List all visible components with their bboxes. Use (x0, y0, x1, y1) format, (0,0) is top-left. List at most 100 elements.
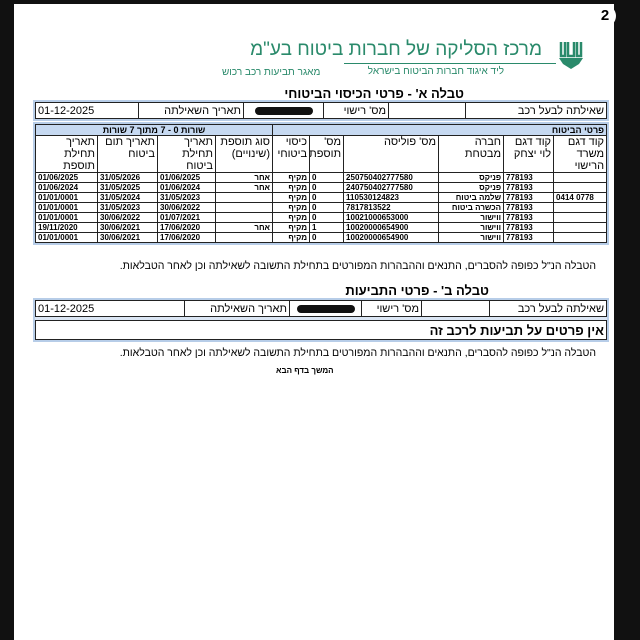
table-cell: 0 (309, 232, 345, 243)
table-row: 778193 ווישור 10020000654900 1 מקיף אחר 17/06/… (35, 222, 608, 233)
table-a-title: טבלה א' - פרטי הכיסוי הביטוחי (284, 86, 464, 101)
repository-name: מאגר תביעות רכב רכוש (222, 67, 321, 78)
column-header: תאריך תחילת ביטוח (157, 135, 216, 173)
table-cell (553, 232, 608, 243)
table-cell: 778193 (503, 172, 555, 183)
table-cell (553, 172, 608, 183)
table-cell: 778193 (503, 212, 555, 223)
table-cell: 1 (309, 222, 345, 233)
table-cell: 01/01/0001 (35, 202, 98, 213)
table-cell: אחר (215, 172, 273, 183)
table-cell: 01/06/2025 (157, 172, 216, 183)
table-cell: 31/05/2025 (97, 182, 158, 193)
table-cell: 30/06/2022 (157, 202, 216, 213)
redacted-license (296, 304, 355, 313)
table-cell: מקיף (271, 212, 311, 223)
table-cell (553, 212, 608, 223)
table-row: 778193 פניקס 240750402777580 0 מקיף אחר 01/06/… (35, 182, 608, 193)
table-cell: 01/01/0001 (35, 212, 98, 223)
table-b-note: הטבלה הנ"ל כפופה להסברים, התנאים וההבהרו… (119, 347, 596, 359)
query-date-label: תאריך השאילתה (138, 102, 244, 119)
table-cell: מקיף (271, 202, 311, 213)
table-cell: 778193 (503, 202, 555, 213)
table-row: 778193 פניקס 250750402777580 0 מקיף אחר 01/06/… (35, 172, 608, 183)
table-cell: מקיף (271, 232, 311, 243)
table-a-note: הטבלה הנ"ל כפופה להסברים, התנאים וההבהרו… (119, 260, 596, 272)
empty-cell (388, 102, 466, 119)
table-cell: שלמה ביטוח (438, 192, 505, 203)
table-cell: 31/05/2024 (97, 192, 158, 203)
table-cell: ווישור (438, 222, 505, 233)
table-cell: מקיף (271, 222, 311, 233)
table-row: 778193 ווישור 10020000654900 0 מקיף 17/06/202… (35, 232, 608, 243)
table-cell: 17/06/2020 (157, 232, 216, 243)
table-cell: 01/06/2025 (35, 172, 98, 183)
table-cell: ווישור (438, 232, 505, 243)
column-header: כיסוי ביטוחי (271, 135, 311, 173)
table-row: 0778 0414 778193 שלמה ביטוח 110530124823 0 מק… (35, 192, 608, 203)
query-label: שאילתה לבעל רכב (489, 300, 607, 317)
table-cell: 17/06/2020 (157, 222, 216, 233)
table-cell: 01/01/0001 (35, 232, 98, 243)
divider (344, 63, 556, 64)
table-cell: 31/05/2023 (157, 192, 216, 203)
page-number-badge: 2 (594, 5, 616, 27)
table-cell: 01/07/2021 (157, 212, 216, 223)
table-cell: 31/05/2026 (97, 172, 158, 183)
license-label: מס' רישוי (361, 300, 422, 317)
table-cell: ווישור (438, 212, 505, 223)
query-date: 01-12-2025 (35, 102, 139, 119)
continued-next-page: המשך בדף הבא (276, 366, 334, 375)
license-label: מס' רישוי (323, 102, 389, 119)
table-b-title: טבלה ב' - פרטי התביעות (345, 283, 489, 298)
insurance-details-table: פרטי הביטוח שורות 0 - 7 מתוך 7 שורות קוד… (33, 122, 609, 245)
table-cell: 30/06/2021 (97, 222, 158, 233)
column-header: חברה מבטחת (438, 135, 505, 173)
table-cell: 7817813522 (343, 202, 440, 213)
table-cell (215, 202, 273, 213)
empty-cell (421, 300, 490, 317)
table-cell: פניקס (438, 182, 505, 193)
org-subtitle: ליד איגוד חברות הביטוח בישראל (367, 66, 504, 77)
rows-info: שורות 0 - 7 מתוך 7 שורות (35, 124, 273, 136)
table-row: 778193 ווישור 10021000653000 0 מקיף 01/07/202… (35, 212, 608, 223)
table-cell: הכשרה ביטוח (438, 202, 505, 213)
redacted-license (254, 106, 313, 115)
table-cell: 01/01/0001 (35, 192, 98, 203)
table-row: 778193 הכשרה ביטוח 7817813522 0 מקיף 30/06/20… (35, 202, 608, 213)
column-header: קוד דגם לוי יצחק (503, 135, 555, 173)
document-page: מרכז הסליקה של חברות ביטוח בע"מ ליד איגו… (14, 4, 614, 640)
table-cell: מקיף (271, 192, 311, 203)
table-cell (215, 192, 273, 203)
table-cell: 0 (309, 202, 345, 213)
section-title: פרטי הביטוח (271, 124, 608, 136)
table-cell: 240750402777580 (343, 182, 440, 193)
table-cell: 0 (309, 172, 345, 183)
table-a-query-box: שאילתה לבעל רכב מס' רישוי תאריך השאילתה … (33, 100, 609, 121)
table-cell: 778193 (503, 232, 555, 243)
table-cell: 10020000654900 (343, 222, 440, 233)
table-cell (215, 232, 273, 243)
table-cell: 0 (309, 192, 345, 203)
table-cell: 778193 (503, 182, 555, 193)
query-date: 01-12-2025 (35, 300, 185, 317)
column-header: סוג תוספת (שינויים) (215, 135, 273, 173)
table-cell: 10020000654900 (343, 232, 440, 243)
table-cell: 19/11/2020 (35, 222, 98, 233)
table-cell: 778193 (503, 192, 555, 203)
table-cell (553, 202, 608, 213)
query-date-label: תאריך השאילתה (184, 300, 290, 317)
claims-table: שאילתה לבעל רכב מס' רישוי תאריך השאילתה … (33, 298, 609, 342)
table-cell: 0 (309, 182, 345, 193)
table-cell: 0778 0414 (553, 192, 608, 203)
table-cell (553, 222, 608, 233)
table-cell: 778193 (503, 222, 555, 233)
table-cell: 31/05/2023 (97, 202, 158, 213)
table-cell: אחר (215, 182, 273, 193)
table-cell: פניקס (438, 172, 505, 183)
table-cell: 30/06/2022 (97, 212, 158, 223)
column-header: מס' תוספת (309, 135, 345, 173)
table-cell: 30/06/2021 (97, 232, 158, 243)
insurance-center-logo (559, 42, 583, 69)
column-header: תאריך תום ביטוח (97, 135, 158, 173)
